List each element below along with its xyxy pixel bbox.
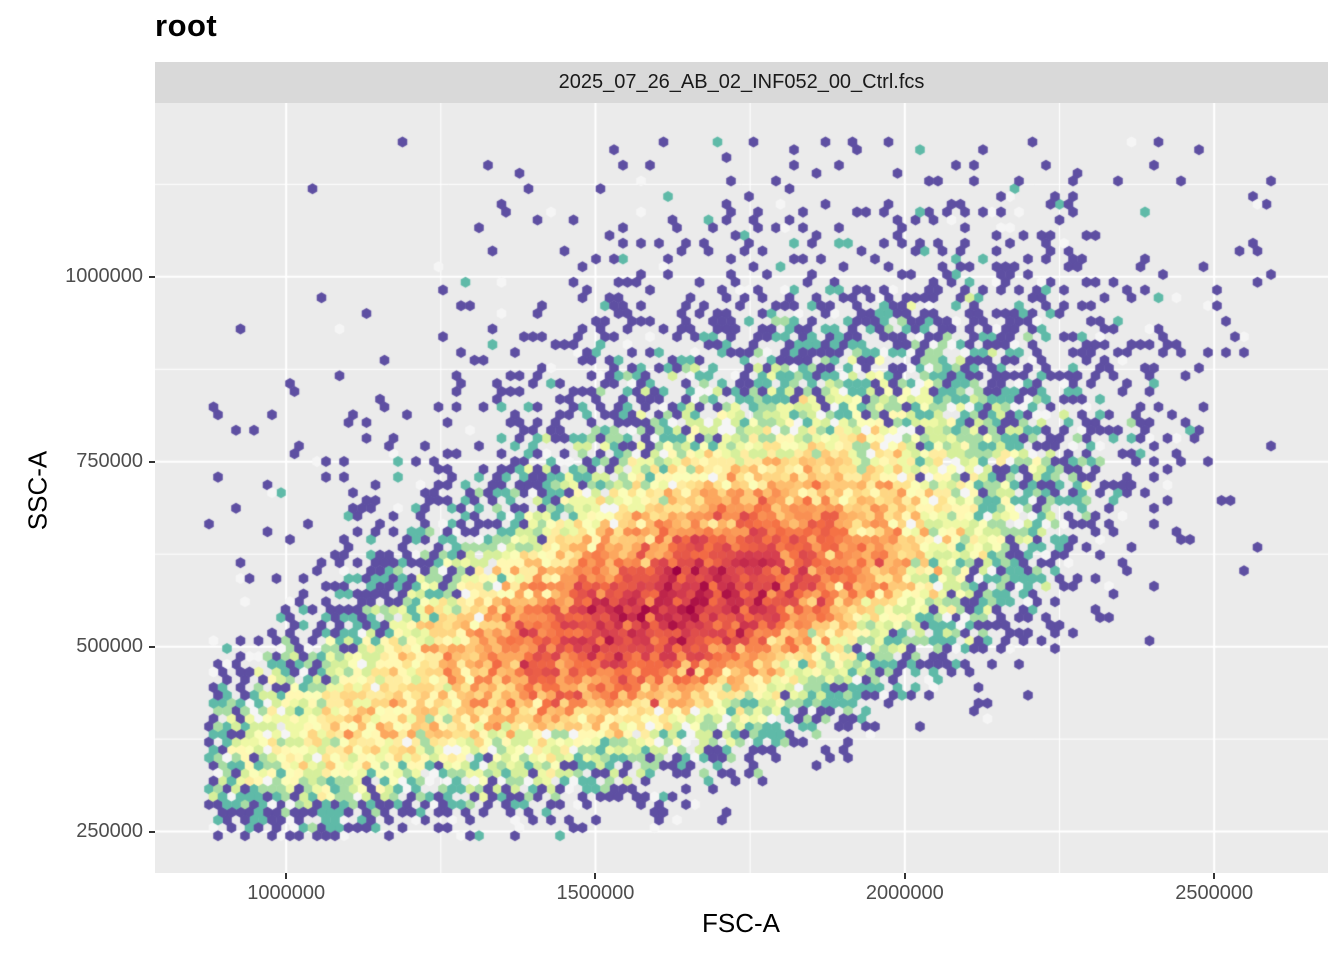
y-tick-label: 750000 [76, 449, 143, 472]
y-tick-label: 500000 [76, 634, 143, 657]
plot-panel [155, 103, 1328, 873]
x-tick-label: 2500000 [1175, 882, 1254, 904]
y-tick-mark [149, 830, 155, 833]
x-tick-label: 1500000 [556, 882, 635, 904]
facet-strip-label: 2025_07_26_AB_02_INF052_00_Ctrl.fcs [558, 71, 925, 93]
x-tick-label: 1000000 [247, 882, 326, 904]
y-tick-mark [149, 460, 155, 463]
y-axis-title: SSC-A [22, 450, 53, 531]
page-title: root [155, 8, 218, 43]
y-tick-mark [149, 645, 155, 648]
x-tick-mark [903, 873, 906, 879]
y-tick-mark [149, 275, 155, 278]
x-tick-label: 2000000 [865, 882, 944, 904]
y-tick-label: 250000 [76, 819, 143, 842]
x-tick-mark [285, 873, 288, 879]
x-tick-mark [1213, 873, 1216, 879]
hexbin-canvas [155, 103, 1328, 873]
x-tick-mark [594, 873, 597, 879]
y-tick-label: 1000000 [65, 264, 143, 287]
x-axis-title: FSC-A [702, 908, 780, 938]
facet-strip: 2025_07_26_AB_02_INF052_00_Ctrl.fcs [155, 62, 1328, 103]
